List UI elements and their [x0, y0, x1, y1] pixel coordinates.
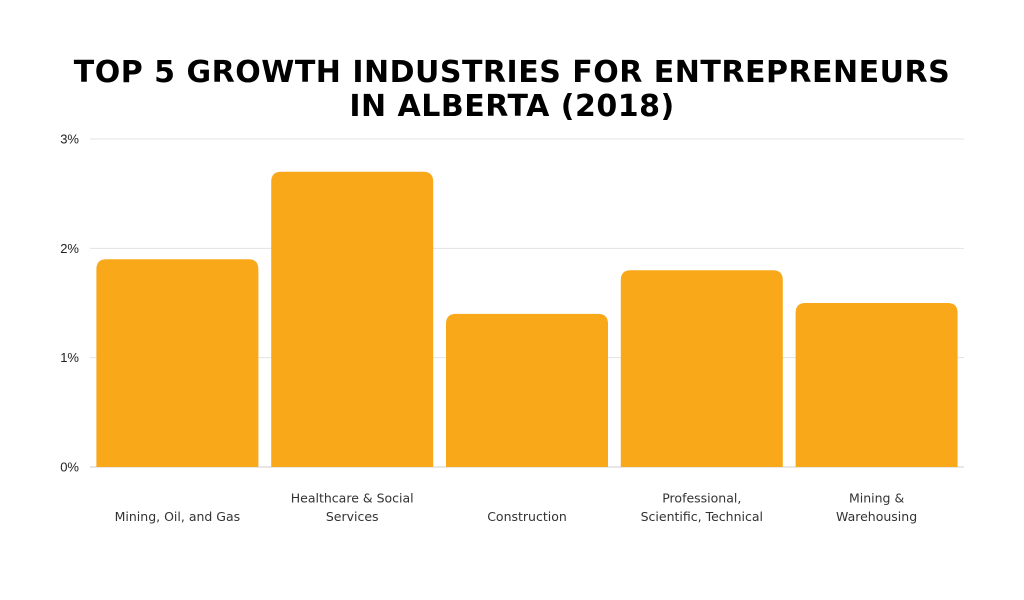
category-label-line: Services: [326, 509, 379, 524]
category-label-line: Scientific, Technical: [641, 509, 763, 524]
bar: [271, 171, 434, 468]
category-label-line: Mining, Oil, and Gas: [115, 509, 241, 524]
y-tick-label: 3%: [60, 132, 79, 147]
category-label-line: Construction: [487, 509, 567, 524]
category-label-line: Healthcare & Social: [291, 491, 414, 506]
category-label-line: Professional,: [662, 491, 741, 506]
y-tick-label: 0%: [60, 460, 79, 475]
category-label: Mining & Warehousing: [836, 491, 917, 525]
y-tick-label: 1%: [60, 350, 79, 365]
category-label-line: Warehousing: [836, 509, 917, 524]
chart-title: TOP 5 GROWTH INDUSTRIES FOR ENTREPRENEUR…: [0, 56, 1024, 124]
category-label: Construction: [487, 509, 567, 524]
category-label-line: Mining &: [849, 491, 904, 506]
y-tick-label: 2%: [60, 241, 79, 256]
category-label: Healthcare & Social Services: [291, 491, 414, 525]
bar: [446, 313, 608, 467]
category-label: Professional, Scientific, Technical: [641, 491, 763, 525]
bar: [795, 303, 958, 467]
category-label: Mining, Oil, and Gas: [115, 509, 241, 524]
bar: [620, 270, 783, 467]
bar: [96, 259, 259, 467]
chart-title-line-2: IN ALBERTA (2018): [349, 89, 675, 124]
chart-title-line-1: TOP 5 GROWTH INDUSTRIES FOR ENTREPRENEUR…: [73, 55, 951, 90]
